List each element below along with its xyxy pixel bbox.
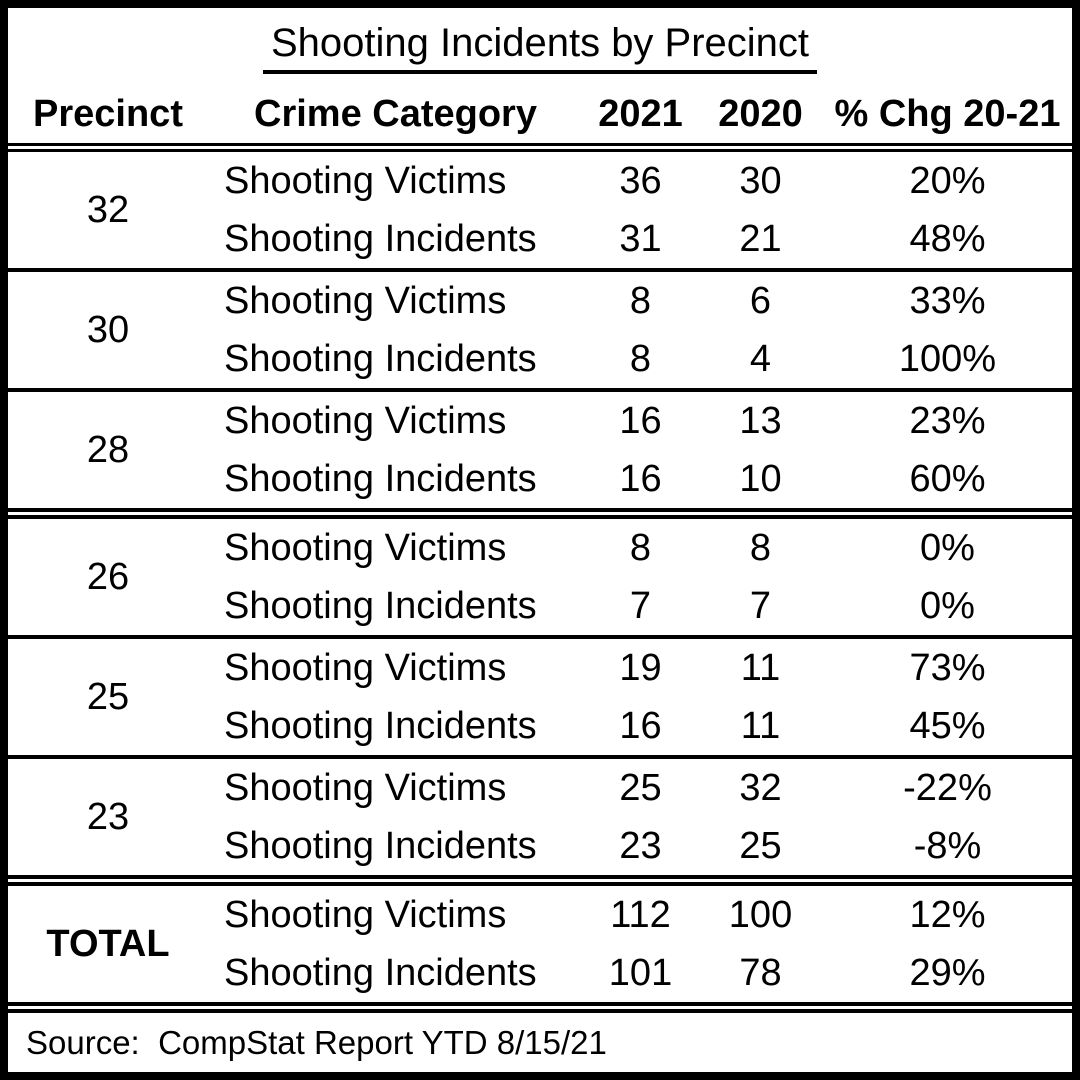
pct-chg-cell: 60% bbox=[909, 457, 986, 500]
precinct-cell: 23 bbox=[8, 757, 208, 886]
category-cell: Shooting Victims bbox=[224, 399, 507, 442]
col-header-precinct: Precinct bbox=[33, 93, 183, 135]
table-row: Shooting Incidents 16 10 60% bbox=[8, 450, 1072, 514]
category-cell: Shooting Victims bbox=[224, 159, 507, 202]
value-2020-cell: 7 bbox=[749, 584, 772, 627]
category-cell: Shooting Victims bbox=[224, 766, 507, 809]
value-2021-cell: 8 bbox=[629, 279, 652, 322]
category-cell: Shooting Incidents bbox=[224, 457, 537, 500]
category-cell: Shooting Victims bbox=[224, 893, 507, 936]
pct-chg-cell: 12% bbox=[909, 893, 986, 936]
table-row: 28 Shooting Victims 16 13 23% bbox=[8, 390, 1072, 519]
pct-chg-cell: -8% bbox=[913, 824, 982, 867]
pct-chg-cell: -22% bbox=[903, 766, 992, 809]
pct-chg-cell: 45% bbox=[909, 704, 986, 747]
precinct-cell: 25 bbox=[8, 637, 208, 759]
value-2020-cell: 8 bbox=[749, 526, 772, 569]
precinct-cell: 28 bbox=[8, 390, 208, 519]
table-row: TOTAL Shooting Victims 112 100 12% bbox=[8, 880, 1072, 1013]
table-row: 32 Shooting Victims 36 30 20% bbox=[8, 147, 1072, 272]
category-cell: Shooting Incidents bbox=[224, 584, 537, 627]
pct-chg-cell: 20% bbox=[909, 159, 986, 202]
pct-chg-cell: 23% bbox=[909, 399, 986, 442]
category-cell: Shooting Incidents bbox=[224, 337, 537, 380]
shooting-incidents-table: Precinct Crime Category 2021 2020 % Chg … bbox=[8, 86, 1072, 1013]
pct-chg-cell: 100% bbox=[898, 337, 997, 380]
col-header-pct-chg: % Chg 20-21 bbox=[834, 93, 1061, 135]
pct-chg-cell: 48% bbox=[909, 217, 986, 260]
category-cell: Shooting Victims bbox=[224, 279, 507, 322]
value-2021-cell: 7 bbox=[629, 584, 652, 627]
table-row: Shooting Incidents 101 78 29% bbox=[8, 944, 1072, 1008]
value-2021-cell: 31 bbox=[619, 217, 662, 260]
col-header-crime-category: Crime Category bbox=[254, 93, 537, 135]
source-note: Source: CompStat Report YTD 8/15/21 bbox=[26, 1023, 607, 1061]
pct-chg-cell: 0% bbox=[920, 526, 975, 569]
table-row: 23 Shooting Victims 25 32 -22% bbox=[8, 757, 1072, 886]
value-2021-cell: 101 bbox=[608, 951, 673, 994]
value-2021-cell: 25 bbox=[619, 766, 662, 809]
table-row: 25 Shooting Victims 19 11 73% bbox=[8, 637, 1072, 759]
value-2021-cell: 36 bbox=[619, 159, 662, 202]
value-2020-cell: 30 bbox=[739, 159, 782, 202]
value-2020-cell: 11 bbox=[740, 704, 781, 747]
value-2021-cell: 16 bbox=[619, 457, 662, 500]
col-header-2020: 2020 bbox=[718, 93, 803, 135]
table-row: 30 Shooting Victims 8 6 33% bbox=[8, 270, 1072, 392]
value-2020-cell: 4 bbox=[749, 337, 772, 380]
value-2020-cell: 25 bbox=[739, 824, 782, 867]
table-row: Shooting Incidents 31 21 48% bbox=[8, 210, 1072, 270]
value-2020-cell: 100 bbox=[728, 893, 793, 936]
value-2021-cell: 8 bbox=[629, 337, 652, 380]
value-2021-cell: 8 bbox=[629, 526, 652, 569]
table-row: Shooting Incidents 8 4 100% bbox=[8, 330, 1072, 390]
page-title: Shooting Incidents by Precinct bbox=[262, 21, 818, 74]
category-cell: Shooting Incidents bbox=[224, 704, 537, 747]
pct-chg-cell: 33% bbox=[909, 279, 986, 322]
category-cell: Shooting Incidents bbox=[224, 951, 537, 994]
value-2020-cell: 6 bbox=[749, 279, 772, 322]
precinct-total-cell: TOTAL bbox=[8, 880, 208, 1013]
value-2020-cell: 32 bbox=[739, 766, 782, 809]
category-cell: Shooting Incidents bbox=[224, 217, 537, 260]
value-2020-cell: 10 bbox=[739, 457, 782, 500]
precinct-cell: 32 bbox=[8, 147, 208, 272]
value-2020-cell: 78 bbox=[739, 951, 782, 994]
precinct-cell: 30 bbox=[8, 270, 208, 392]
pct-chg-cell: 29% bbox=[909, 951, 986, 994]
value-2020-cell: 13 bbox=[739, 399, 782, 442]
table-row: Shooting Incidents 16 11 45% bbox=[8, 697, 1072, 757]
value-2021-cell: 16 bbox=[619, 704, 662, 747]
pct-chg-cell: 0% bbox=[920, 584, 975, 627]
precinct-cell: 26 bbox=[8, 513, 208, 639]
category-cell: Shooting Incidents bbox=[224, 824, 537, 867]
table-row: 26 Shooting Victims 8 8 0% bbox=[8, 513, 1072, 639]
value-2021-cell: 112 bbox=[610, 893, 671, 936]
category-cell: Shooting Victims bbox=[224, 646, 507, 689]
value-2021-cell: 16 bbox=[619, 399, 662, 442]
category-cell: Shooting Victims bbox=[224, 526, 507, 569]
title-row: Shooting Incidents by Precinct bbox=[8, 8, 1072, 86]
table-row: Shooting Incidents 23 25 -8% bbox=[8, 817, 1072, 881]
col-header-2021: 2021 bbox=[598, 93, 683, 135]
header-row: Precinct Crime Category 2021 2020 % Chg … bbox=[8, 86, 1072, 148]
value-2020-cell: 21 bbox=[739, 217, 782, 260]
value-2021-cell: 19 bbox=[619, 646, 662, 689]
value-2021-cell: 23 bbox=[619, 824, 662, 867]
pct-chg-cell: 73% bbox=[909, 646, 986, 689]
table-row: Shooting Incidents 7 7 0% bbox=[8, 577, 1072, 637]
value-2020-cell: 11 bbox=[740, 646, 781, 689]
